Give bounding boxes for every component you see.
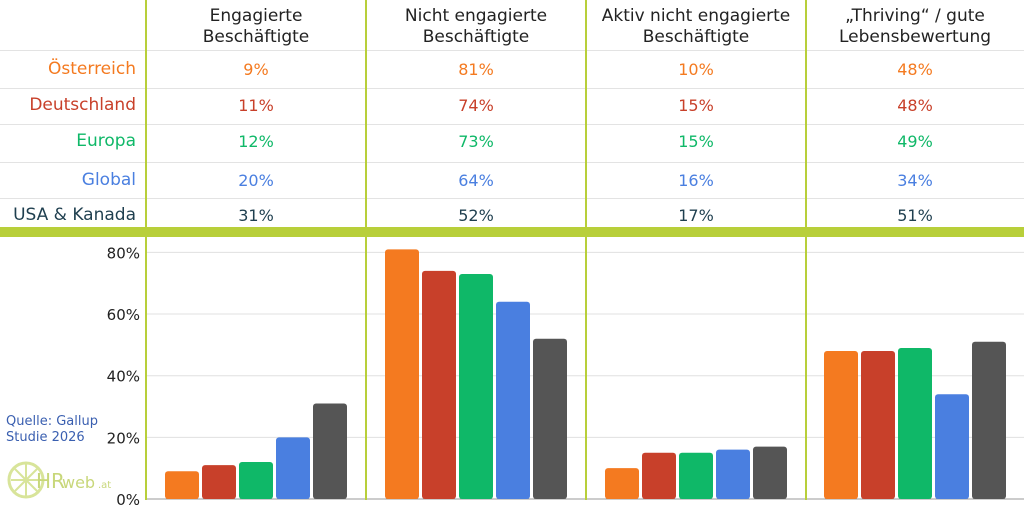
bar <box>679 452 713 499</box>
table-cell: 48% <box>897 60 933 79</box>
table-cell: 12% <box>238 132 274 151</box>
column-header: Nicht engagierte Beschäftigte <box>404 6 548 47</box>
table-cell: 64% <box>458 171 494 190</box>
column-divider <box>585 0 587 500</box>
y-tick-label: 20% <box>107 429 140 447</box>
bar <box>972 341 1006 499</box>
source-note: Quelle: Gallup Studie 2026 <box>6 414 98 446</box>
source-line-2: Studie 2026 <box>6 430 85 445</box>
row-label: Europa <box>76 131 136 151</box>
row-divider <box>0 124 1024 125</box>
bar <box>861 351 895 499</box>
hrweb-logo: HR web .at <box>6 458 116 508</box>
source-line-1: Quelle: Gallup <box>6 414 98 429</box>
bar <box>642 452 676 499</box>
table-cell: 31% <box>238 206 274 225</box>
table-cell: 52% <box>458 206 494 225</box>
column-divider <box>805 0 807 500</box>
row-divider <box>0 162 1024 163</box>
bar <box>496 301 530 499</box>
bar <box>202 465 236 499</box>
table-cell: 16% <box>678 171 714 190</box>
table-cell: 49% <box>897 132 933 151</box>
table-cell: 10% <box>678 60 714 79</box>
column-header: Engagierte Beschäftigte <box>202 6 310 47</box>
table-cell: 73% <box>458 132 494 151</box>
table-cell: 9% <box>243 60 269 79</box>
row-divider <box>0 198 1024 199</box>
row-label: Global <box>81 170 136 190</box>
bar <box>935 394 969 499</box>
separator-bar <box>0 227 1024 237</box>
table-cell: 15% <box>678 132 714 151</box>
bar <box>605 468 639 499</box>
bar <box>533 338 567 499</box>
logo-web: web <box>62 473 95 492</box>
bar <box>898 347 932 499</box>
bar <box>422 270 456 499</box>
bar <box>239 462 273 499</box>
y-tick-label: 80% <box>107 244 140 262</box>
bar <box>276 437 310 499</box>
table-cell: 81% <box>458 60 494 79</box>
table-cell: 20% <box>238 171 274 190</box>
table-cell: 11% <box>238 96 274 115</box>
table-cell: 48% <box>897 96 933 115</box>
bar <box>165 471 199 499</box>
y-tick-label: 60% <box>107 306 140 324</box>
bar <box>459 273 493 499</box>
table-cell: 17% <box>678 206 714 225</box>
column-header: Aktiv nicht engagierte Beschäftigte <box>601 6 791 47</box>
column-header: „Thriving“ / gute Lebensbewertung <box>838 6 992 47</box>
row-label: USA & Kanada <box>13 205 136 225</box>
logo-at: .at <box>98 480 111 491</box>
row-divider <box>0 88 1024 89</box>
y-tick-label: 0% <box>116 491 140 509</box>
column-divider <box>145 0 147 500</box>
row-divider <box>0 50 1024 51</box>
table-cell: 34% <box>897 171 933 190</box>
row-label: Österreich <box>48 59 136 79</box>
y-tick-label: 40% <box>107 368 140 386</box>
table-cell: 15% <box>678 96 714 115</box>
table-cell: 51% <box>897 206 933 225</box>
column-divider <box>365 0 367 500</box>
bar <box>385 249 419 499</box>
table-cell: 74% <box>458 96 494 115</box>
logo-hr: HR <box>36 469 65 493</box>
bar <box>716 449 750 499</box>
bar <box>753 446 787 499</box>
bar <box>824 351 858 499</box>
row-label: Deutschland <box>29 95 136 115</box>
bar <box>313 403 347 499</box>
